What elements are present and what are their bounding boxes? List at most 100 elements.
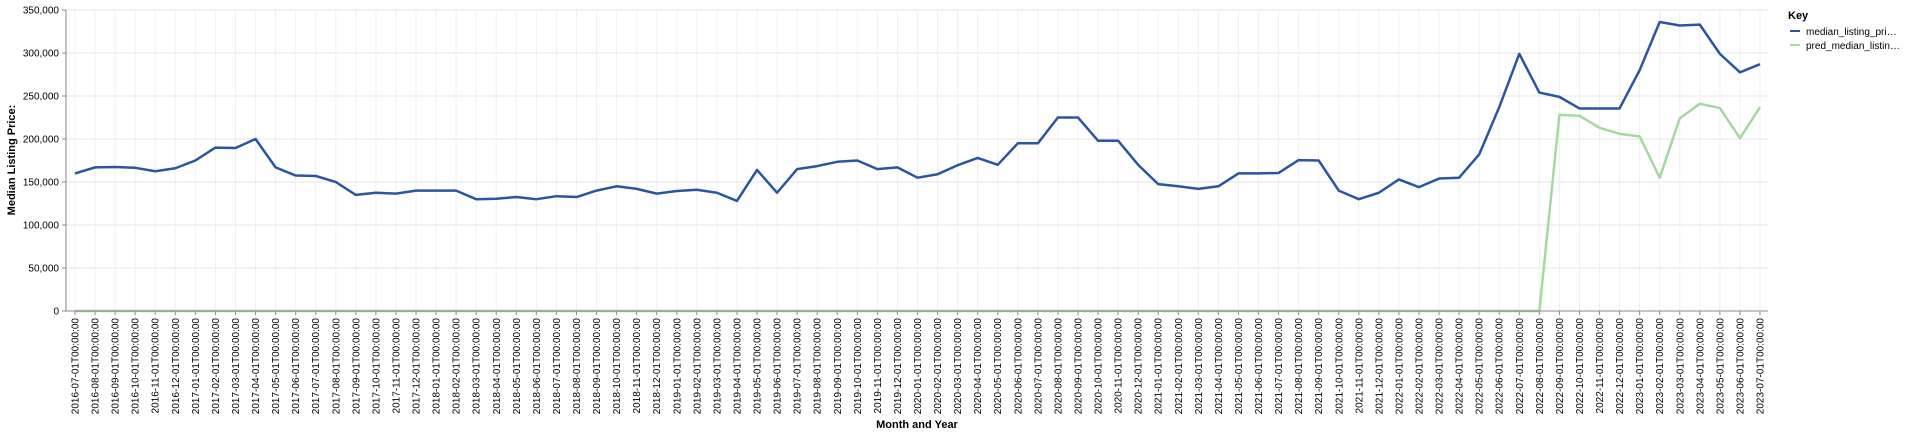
x-tick-label: 2019-12-01T00:00:00 [893, 318, 904, 415]
x-tick-label: 2018-03-01T00:00:00 [472, 318, 483, 415]
x-tick-label: 2021-03-01T00:00:00 [1194, 318, 1205, 415]
x-tick-label: 2022-08-01T00:00:00 [1535, 318, 1546, 415]
x-tick-label: 2018-12-01T00:00:00 [652, 318, 663, 415]
x-tick-label: 2022-12-01T00:00:00 [1615, 318, 1626, 415]
x-tick-label: 2021-04-01T00:00:00 [1214, 318, 1225, 415]
x-tick-label: 2021-05-01T00:00:00 [1234, 318, 1245, 415]
x-tick-label: 2022-07-01T00:00:00 [1515, 318, 1526, 415]
x-tick-label: 2021-11-01T00:00:00 [1354, 318, 1365, 414]
x-tick-label: 2021-07-01T00:00:00 [1274, 318, 1285, 415]
x-tick-label: 2018-11-01T00:00:00 [632, 318, 643, 414]
x-tick-label: 2016-12-01T00:00:00 [171, 318, 182, 415]
x-tick-label: 2022-05-01T00:00:00 [1475, 318, 1486, 415]
x-tick-label: 2019-09-01T00:00:00 [833, 318, 844, 415]
legend-label-1: pred_median_listin… [1806, 41, 1900, 52]
x-tick-label: 2019-10-01T00:00:00 [853, 318, 864, 415]
x-tick-label: 2017-02-01T00:00:00 [211, 318, 222, 415]
x-tick-label: 2022-11-01T00:00:00 [1595, 318, 1606, 414]
x-tick-label: 2022-09-01T00:00:00 [1555, 318, 1566, 415]
series-line-0 [74, 20, 1761, 203]
legend-label-0: median_listing_pri… [1806, 27, 1897, 38]
x-tick-label: 2022-10-01T00:00:00 [1575, 318, 1586, 415]
y-tick-label: 50,000 [28, 264, 59, 275]
x-tick-label: 2018-06-01T00:00:00 [532, 318, 543, 415]
x-tick-label: 2020-04-01T00:00:00 [973, 318, 984, 415]
x-tick-label: 2023-07-01T00:00:00 [1756, 318, 1767, 415]
y-tick-label: 200,000 [23, 135, 60, 146]
x-tick-label: 2018-08-01T00:00:00 [572, 318, 583, 415]
x-tick-label: 2021-09-01T00:00:00 [1314, 318, 1325, 415]
x-tick-label: 2021-10-01T00:00:00 [1334, 318, 1345, 415]
x-tick-label: 2021-06-01T00:00:00 [1254, 318, 1265, 415]
legend-title: Key [1788, 10, 1809, 22]
x-tick-label: 2022-06-01T00:00:00 [1495, 318, 1506, 415]
x-tick-label: 2018-10-01T00:00:00 [612, 318, 623, 415]
x-tick-label: 2019-04-01T00:00:00 [732, 318, 743, 415]
x-tick-label: 2023-03-01T00:00:00 [1675, 318, 1686, 415]
x-tick-label: 2017-12-01T00:00:00 [412, 318, 423, 415]
y-tick-label: 250,000 [23, 92, 60, 103]
y-axis-title: Median Listing Price: [6, 105, 18, 216]
x-tick-label: 2021-01-01T00:00:00 [1154, 318, 1165, 415]
x-tick-label: 2018-07-01T00:00:00 [552, 318, 563, 415]
x-tick-label: 2019-05-01T00:00:00 [753, 318, 764, 415]
x-tick-label: 2016-08-01T00:00:00 [91, 318, 102, 415]
x-tick-label: 2020-01-01T00:00:00 [913, 318, 924, 415]
x-tick-label: 2019-11-01T00:00:00 [873, 318, 884, 414]
x-axis-ticks: 2016-07-01T00:00:00 2016-08-01T00:00:00 20… [71, 311, 1767, 414]
x-tick-label: 2023-01-01T00:00:00 [1635, 318, 1646, 415]
x-tick-label: 2016-07-01T00:00:00 [71, 318, 82, 415]
x-tick-label: 2022-01-01T00:00:00 [1394, 318, 1405, 415]
x-tick-label: 2020-05-01T00:00:00 [993, 318, 1004, 415]
x-tick-label: 2023-04-01T00:00:00 [1695, 318, 1706, 415]
y-tick-label: 0 [53, 307, 59, 318]
x-tick-label: 2021-02-01T00:00:00 [1174, 318, 1185, 415]
x-tick-label: 2017-01-01T00:00:00 [191, 318, 202, 415]
x-tick-label: 2019-08-01T00:00:00 [813, 318, 824, 415]
x-tick-label: 2018-09-01T00:00:00 [592, 318, 603, 415]
x-tick-label: 2018-01-01T00:00:00 [432, 318, 443, 415]
x-tick-label: 2019-03-01T00:00:00 [712, 318, 723, 415]
x-tick-label: 2021-08-01T00:00:00 [1294, 318, 1305, 415]
x-tick-label: 2017-03-01T00:00:00 [231, 318, 242, 415]
x-tick-label: 2018-05-01T00:00:00 [512, 318, 523, 415]
y-tick-label: 350,000 [23, 6, 60, 17]
x-tick-label: 2020-08-01T00:00:00 [1053, 318, 1064, 415]
x-tick-label: 2021-12-01T00:00:00 [1374, 318, 1385, 415]
x-tick-label: 2017-06-01T00:00:00 [291, 318, 302, 415]
x-tick-label: 2020-10-01T00:00:00 [1094, 318, 1105, 415]
x-tick-label: 2019-02-01T00:00:00 [692, 318, 703, 415]
x-tick-label: 2018-02-01T00:00:00 [452, 318, 463, 415]
x-tick-label: 2017-11-01T00:00:00 [391, 318, 402, 414]
x-tick-label: 2017-05-01T00:00:00 [271, 318, 282, 415]
x-tick-label: 2017-09-01T00:00:00 [351, 318, 362, 415]
x-tick-label: 2016-11-01T00:00:00 [151, 318, 162, 414]
x-tick-label: 2023-02-01T00:00:00 [1655, 318, 1666, 415]
x-tick-label: 2022-04-01T00:00:00 [1455, 318, 1466, 415]
y-tick-label: 150,000 [23, 178, 60, 189]
x-tick-label: 2020-06-01T00:00:00 [1013, 318, 1024, 415]
x-tick-label: 2017-04-01T00:00:00 [251, 318, 262, 415]
x-tick-label: 2016-10-01T00:00:00 [131, 318, 142, 415]
x-tick-label: 2020-07-01T00:00:00 [1033, 318, 1044, 415]
x-tick-label: 2020-09-01T00:00:00 [1073, 318, 1084, 415]
x-tick-label: 2022-03-01T00:00:00 [1435, 318, 1446, 415]
x-tick-label: 2020-12-01T00:00:00 [1134, 318, 1145, 415]
x-tick-label: 2017-10-01T00:00:00 [371, 318, 382, 415]
x-tick-label: 2020-11-01T00:00:00 [1114, 318, 1125, 414]
x-tick-label: 2018-04-01T00:00:00 [492, 318, 503, 415]
y-axis-ticks: 0 50,000 100,000 150,000 200,000 250,000 300,0… [23, 6, 66, 318]
x-tick-label: 2019-07-01T00:00:00 [793, 318, 804, 415]
x-tick-label: 2019-01-01T00:00:00 [672, 318, 683, 415]
x-tick-label: 2022-02-01T00:00:00 [1414, 318, 1425, 415]
x-tick-label: 2023-06-01T00:00:00 [1735, 318, 1746, 415]
x-tick-label: 2019-06-01T00:00:00 [773, 318, 784, 415]
x-tick-label: 2020-02-01T00:00:00 [933, 318, 944, 415]
gridlines [66, 9, 1768, 312]
x-tick-label: 2017-08-01T00:00:00 [331, 318, 342, 415]
x-tick-label: 2017-07-01T00:00:00 [311, 318, 322, 415]
x-tick-label: 2020-03-01T00:00:00 [953, 318, 964, 415]
x-tick-label: 2016-09-01T00:00:00 [111, 318, 122, 415]
y-tick-label: 300,000 [23, 49, 60, 60]
